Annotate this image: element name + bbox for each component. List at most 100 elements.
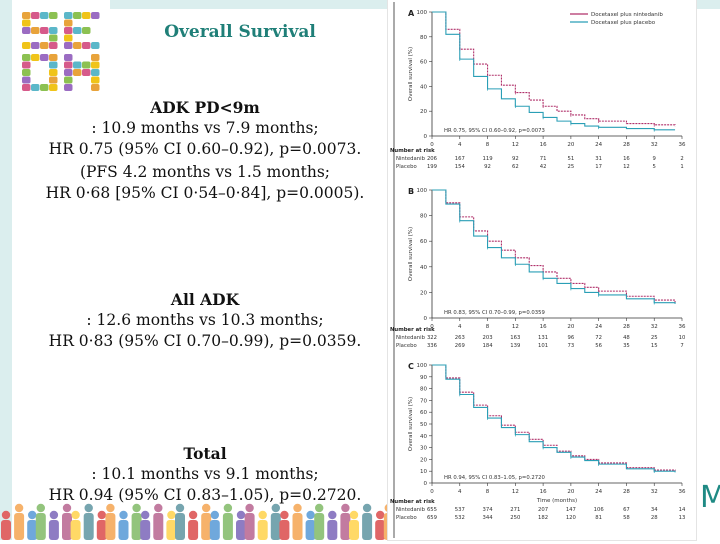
panel-label: B — [408, 187, 414, 196]
logo-dot — [40, 84, 49, 91]
logo-dot — [31, 42, 40, 49]
logo-dot — [22, 69, 31, 76]
person-body — [166, 520, 177, 540]
x-tick-label: 12 — [512, 324, 519, 330]
stat-all-adk: All ADK: 12.6 months vs 10.3 months; HR … — [22, 289, 388, 352]
logo-dot — [73, 61, 82, 69]
risk-value: 72 — [595, 335, 602, 341]
person-head — [210, 510, 219, 520]
logo-dot — [91, 84, 100, 91]
x-tick-label: 28 — [623, 324, 630, 330]
logo-dot — [31, 12, 40, 19]
logo-dot — [64, 69, 73, 76]
x-tick-label: 4 — [458, 489, 462, 495]
person-body — [201, 513, 212, 540]
km-curve-series — [432, 11, 676, 131]
x-tick-label: 0 — [430, 324, 434, 330]
logo-dot — [91, 12, 100, 19]
logo-dot — [40, 12, 49, 19]
risk-value: 71 — [540, 156, 547, 162]
x-tick-label: 12 — [512, 142, 519, 148]
risk-value: 62 — [512, 164, 519, 170]
logo-dot — [73, 69, 82, 76]
person-head — [97, 510, 107, 520]
person-head — [258, 510, 267, 520]
stat-line1: (PFS 4.2 months vs 1.5 months; — [79, 163, 331, 181]
person-head — [167, 510, 176, 520]
risk-value: 271 — [510, 507, 520, 513]
stat-label: ADK PD<9m — [150, 98, 260, 117]
stat-line2: HR 0·68 [95% CI 0·54–0·84], p=0.0005). — [45, 184, 365, 202]
person-head — [328, 510, 337, 520]
logo-dot — [49, 42, 58, 49]
person-head — [280, 510, 289, 520]
y-tick-label: 20 — [420, 457, 427, 463]
x-tick-label: 32 — [651, 324, 658, 330]
person-body — [340, 513, 351, 540]
risk-value: 48 — [623, 335, 630, 341]
risk-value: 51 — [568, 156, 575, 162]
logo-dot — [82, 12, 91, 19]
x-tick-label: 12 — [512, 489, 519, 495]
y-tick-label: 40 — [420, 434, 427, 440]
risk-row-label: Placebo — [396, 343, 417, 349]
person-body — [96, 520, 107, 540]
logo-dot — [64, 34, 73, 42]
person-body — [35, 513, 46, 540]
logo-dot — [64, 76, 73, 84]
logo-dot — [64, 84, 73, 91]
person-head — [14, 503, 24, 513]
risk-row-label: Placebo — [396, 164, 417, 170]
logo-dot — [64, 61, 73, 69]
risk-value: 35 — [623, 343, 630, 349]
person-body — [362, 513, 373, 540]
logo-dot — [49, 34, 58, 42]
risk-value: 263 — [455, 335, 465, 341]
logo-dot — [73, 12, 82, 19]
logo-dot — [91, 69, 100, 76]
risk-value: 154 — [455, 164, 466, 170]
person-body — [257, 520, 268, 540]
x-tick-label: 24 — [595, 324, 602, 330]
risk-value: 9 — [653, 156, 656, 162]
person-head — [349, 510, 359, 520]
slide-title: Overall Survival — [164, 22, 316, 42]
logo-dot — [82, 61, 91, 69]
risk-value: 167 — [455, 156, 465, 162]
x-tick-label: 32 — [651, 489, 658, 495]
logo-dot — [49, 12, 58, 19]
logo-dot — [31, 54, 40, 61]
y-tick-label: 60 — [420, 410, 427, 416]
risk-value: 13 — [679, 515, 686, 521]
legend-entry: Docetaxel plus placebo — [591, 20, 656, 26]
person-body — [236, 520, 246, 540]
y-axis-label: Overall survival (%) — [408, 227, 414, 281]
risk-table-title: Number at risk — [390, 499, 435, 505]
x-tick-label: 8 — [486, 324, 490, 330]
risk-value: 7 — [680, 343, 683, 349]
risk-row-label: Nintedanib — [396, 156, 426, 162]
stat-line1: : 12.6 months vs 10.3 months; — [86, 311, 324, 329]
logo-dot — [64, 27, 73, 34]
logo-dot — [73, 27, 82, 34]
risk-value: 184 — [482, 343, 493, 349]
stat-line2: HR 0.94 (95% CI 0.83–1.05), p=0.2720. — [48, 486, 362, 504]
x-tick-label: 16 — [540, 489, 547, 495]
logo-dot — [64, 19, 73, 27]
person-body — [153, 513, 164, 540]
risk-table-title: Number at risk — [390, 327, 435, 333]
risk-value: 31 — [595, 156, 602, 162]
person-head — [141, 510, 150, 520]
y-tick-label: 80 — [420, 35, 427, 41]
logo-dot — [22, 27, 31, 34]
legend-entry: Docetaxel plus nintedanib — [591, 12, 663, 18]
person-head — [106, 503, 115, 513]
y-tick-label: 40 — [420, 265, 427, 271]
logo-dot — [49, 84, 58, 91]
risk-value: 344 — [482, 515, 493, 521]
y-tick-label: 20 — [420, 109, 427, 115]
x-tick-label: 24 — [595, 142, 602, 148]
person-body — [175, 513, 185, 540]
logo-dot — [49, 27, 58, 34]
